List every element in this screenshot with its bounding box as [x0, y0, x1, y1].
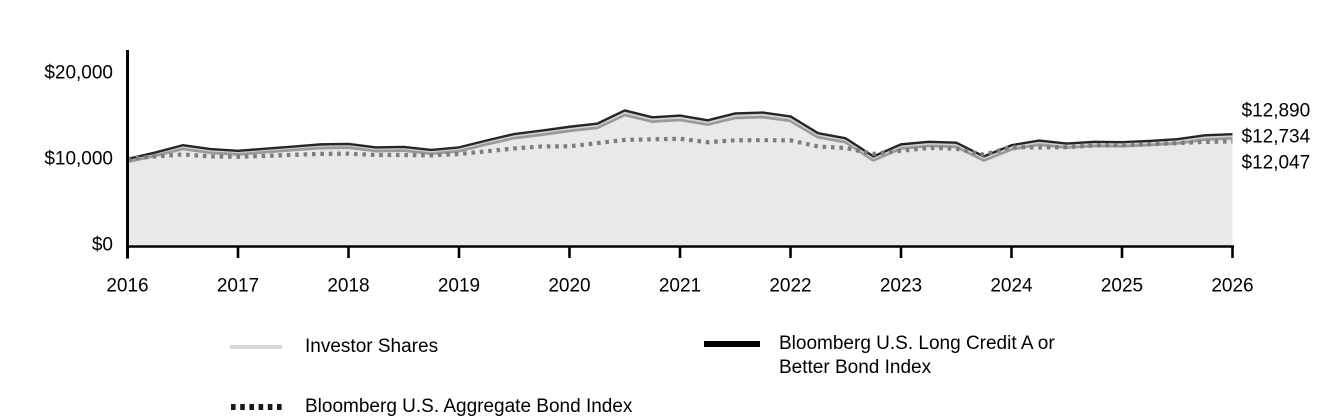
- x-tick-label: 2026: [1211, 276, 1253, 297]
- chart-svg: 2016 2017 2018 2019 2020 2021 2022 2023 2024 2025…: [44, 50, 1311, 297]
- x-tick-label: 2023: [880, 276, 922, 297]
- x-tick-label: 2020: [548, 276, 590, 297]
- end-value-label: $12,047: [1242, 153, 1311, 174]
- x-tick-label: 2024: [990, 276, 1033, 297]
- legend-label-aggregate-index: Bloomberg U.S. Aggregate Bond Index: [305, 396, 633, 417]
- investor-shares-line-shadow: [127, 112, 1233, 164]
- legend-label-investor-shares: Investor Shares: [305, 336, 439, 357]
- x-tick-label: 2022: [769, 276, 811, 297]
- long-credit-index-line: [127, 109, 1233, 161]
- y-tick-label: $20,000: [44, 63, 113, 84]
- long-credit-line-swatch-icon: [704, 341, 760, 347]
- x-tick-label: 2016: [106, 276, 148, 297]
- chart-legend: Investor Shares Bloomberg U.S. Long Cred…: [0, 310, 1332, 420]
- legend-item-investor-shares: Investor Shares: [230, 335, 438, 359]
- aggregate-dotted-swatch-icon: [231, 404, 285, 410]
- y-tick-label: $10,000: [44, 149, 113, 170]
- legend-item-aggregate-index: Bloomberg U.S. Aggregate Bond Index: [230, 395, 632, 419]
- x-tick-label: 2017: [217, 276, 259, 297]
- x-tick-label: 2019: [438, 276, 480, 297]
- x-tick-label: 2021: [659, 276, 701, 297]
- plot-area-fill: [127, 112, 1233, 245]
- end-value-label: $12,890: [1242, 101, 1311, 122]
- x-tick-label: 2025: [1101, 276, 1143, 297]
- end-value-label: $12,734: [1242, 127, 1311, 148]
- legend-label-long-credit-index: Bloomberg U.S. Long Credit A or Better B…: [779, 333, 1055, 378]
- legend-item-long-credit-index: Bloomberg U.S. Long Credit A or Better B…: [704, 332, 1079, 380]
- x-tick-label: 2018: [327, 276, 369, 297]
- y-tick-label: $0: [92, 235, 113, 256]
- investor-shares-line-swatch-icon: [230, 345, 282, 349]
- aggregate-index-line: [127, 136, 1233, 162]
